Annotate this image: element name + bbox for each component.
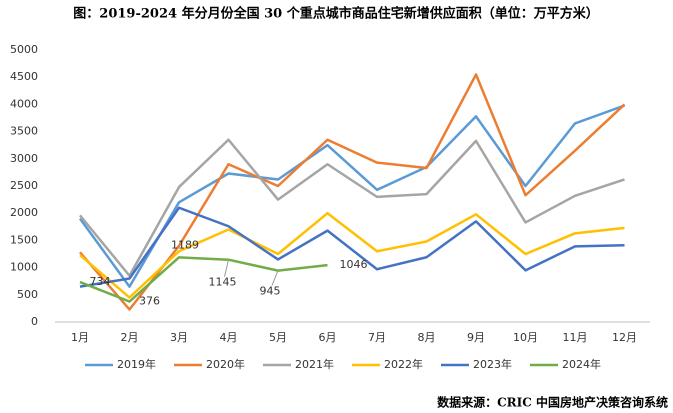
series-line	[79, 211, 625, 299]
x-tick-label: 5月	[269, 331, 287, 344]
y-tick-label: 2000	[10, 206, 38, 219]
x-tick-label: 8月	[418, 331, 436, 344]
x-tick-label: 6月	[319, 331, 337, 344]
y-tick-label: 0	[31, 315, 38, 328]
data-label: 1189	[171, 238, 199, 251]
x-tick-label: 4月	[220, 331, 238, 344]
data-label: 1145	[209, 276, 237, 289]
y-tick-label: 1000	[10, 261, 38, 274]
data-label: 376	[139, 295, 160, 308]
legend-label: 2021年	[295, 357, 334, 371]
chart-title: 图：2019-2024 年分月份全国 30 个重点城市商品住宅新增供应面积（单位…	[73, 6, 598, 22]
y-tick-label: 2500	[10, 179, 38, 192]
legend-label: 2023年	[473, 357, 512, 371]
legend-label: 2019年	[117, 357, 156, 371]
x-tick-label: 9月	[467, 331, 485, 344]
legend-label: 2024年	[562, 357, 601, 371]
x-tick-label: 12月	[612, 331, 637, 344]
x-tick-label: 2月	[121, 331, 139, 344]
data-label: 945	[260, 285, 281, 298]
leader-line	[271, 270, 279, 286]
x-tick-label: 11月	[563, 331, 588, 344]
x-tick-label: 7月	[368, 331, 386, 344]
x-tick-label: 1月	[71, 331, 89, 344]
x-tick-label: 3月	[170, 331, 188, 344]
series-line	[79, 256, 328, 303]
series-line	[78, 104, 625, 288]
y-tick-label: 4500	[10, 70, 38, 83]
legend-label: 2022年	[384, 357, 423, 371]
leader-line	[224, 259, 229, 277]
data-label: 734	[90, 275, 111, 288]
y-tick-label: 4000	[10, 97, 38, 110]
data-label: 1046	[340, 258, 368, 271]
source: 数据来源：CRIC 中国房地产决策咨询系统	[437, 395, 668, 410]
series-line	[79, 73, 626, 311]
y-tick-label: 3500	[10, 125, 38, 138]
y-tick-label: 1500	[10, 233, 38, 246]
legend-label: 2020年	[206, 357, 245, 371]
y-tick-label: 3000	[10, 152, 38, 165]
y-tick-label: 500	[17, 288, 38, 301]
y-tick-label: 5000	[10, 43, 38, 56]
series-line	[79, 206, 625, 288]
series-line	[79, 138, 625, 278]
x-tick-label: 10月	[513, 331, 538, 344]
